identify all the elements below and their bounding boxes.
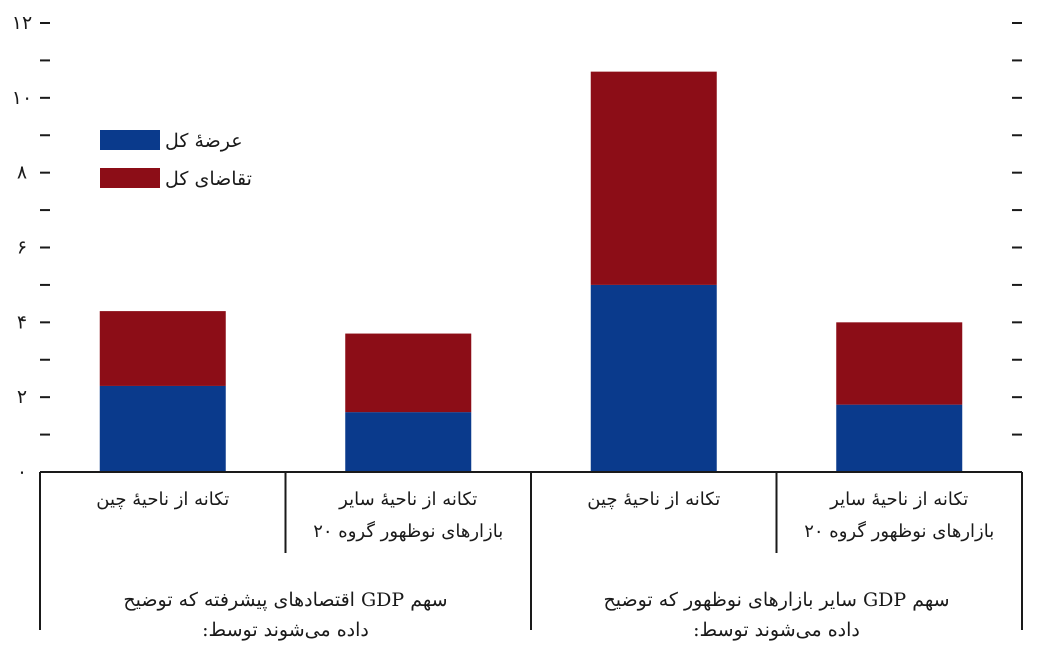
category-label: تکانه از ناحیهٔ سایر [338,489,477,510]
group-label: سهم GDP سایر بازارهای نوظهور که توضیح [603,589,949,611]
y-tick-label: ۲ [17,386,27,408]
bar-segment [590,284,717,472]
bar-segment [345,412,472,472]
group-label: داده می‌شوند توسط: [693,619,860,641]
category-label: تکانه از ناحیهٔ چین [587,489,720,510]
legend-swatch [100,168,160,188]
y-tick-label: ۶ [17,237,27,259]
bar-segment [99,385,226,472]
legend-swatch [100,130,160,150]
y-tick-label: ۱۲ [12,12,32,34]
y-tick-label: ۴ [17,311,27,333]
category-label: تکانه از ناحیهٔ چین [96,489,229,510]
bar-segment [590,71,717,285]
bar-segment [836,404,963,472]
bar-segment [345,333,472,413]
group-label: سهم GDP اقتصادهای پیشرفته که توضیح [123,589,447,611]
group-label: داده می‌شوند توسط: [202,619,369,641]
legend-label: عرضهٔ کل [165,130,243,152]
y-tick-label: ۰ [17,461,27,483]
category-label: بازارهای نوظهور گروه ۲۰ [804,520,994,542]
y-tick-label: ۱۰ [12,87,32,109]
legend-label: تقاضای کل [165,168,252,190]
y-tick-label: ۸ [17,162,27,184]
bar-segment [99,311,226,386]
bar-segment [836,322,963,405]
category-label: تکانه از ناحیهٔ سایر [829,489,968,510]
category-label: بازارهای نوظهور گروه ۲۰ [313,520,503,542]
